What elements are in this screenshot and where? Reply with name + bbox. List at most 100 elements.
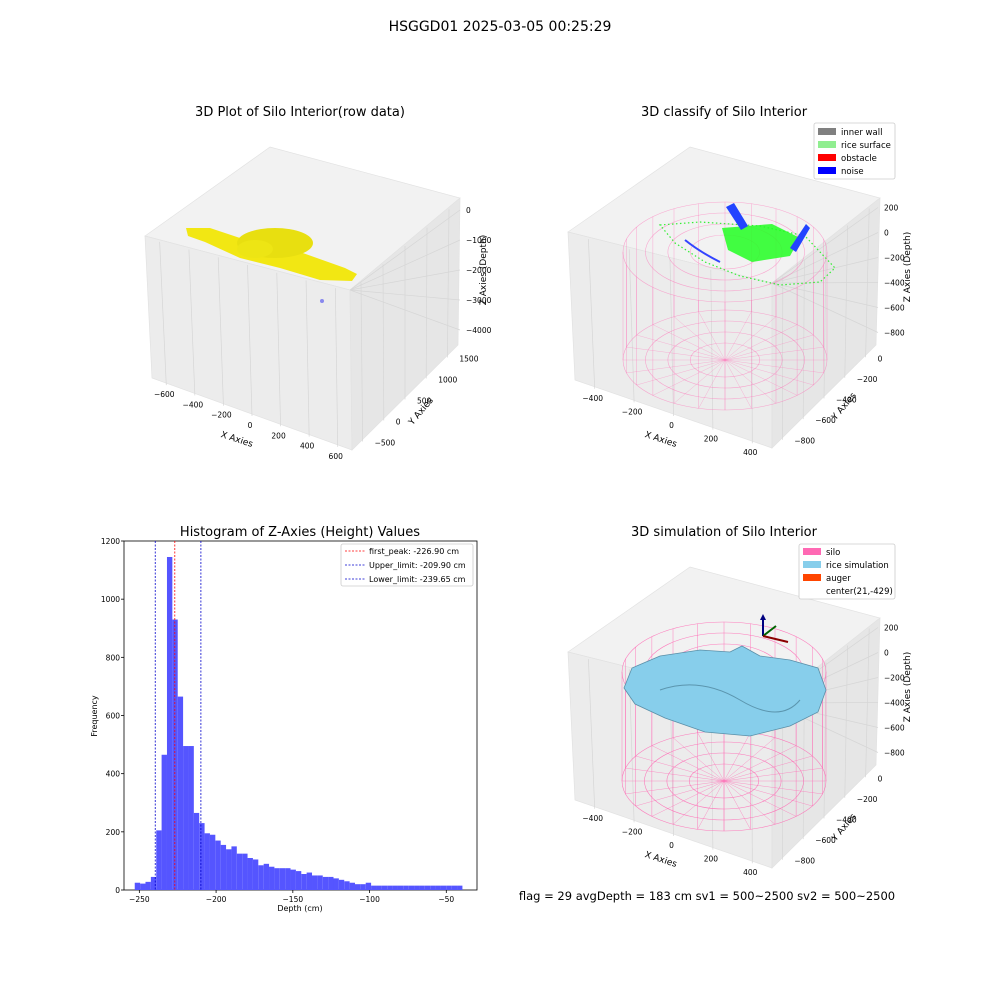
histogram-bar [451, 885, 458, 890]
histogram-bar [333, 878, 339, 890]
raw-ygrid-line [425, 227, 428, 379]
classify-ztick-label: −800 [884, 329, 905, 338]
histogram-xtick-label: −150 [283, 895, 304, 904]
histogram-bar [414, 885, 420, 890]
rice-surface-dense [722, 224, 800, 262]
simulation-ztick-label: −600 [884, 724, 905, 733]
histogram-title: Histogram of Z-Axies (Height) Values [180, 525, 420, 540]
histogram-bar [408, 885, 415, 890]
simulation-ztick-label: 0 [884, 649, 889, 658]
classify-xgrid-line [588, 239, 596, 389]
raw-xgrid-line [276, 272, 281, 427]
histogram-bar [279, 868, 286, 890]
raw-point-cloud [186, 228, 357, 303]
raw-xtick-label: 400 [300, 442, 315, 451]
raw-ytick-label: 0 [396, 418, 401, 427]
legend-label-center: center(21,-429) [826, 587, 893, 597]
inner-wall-floor-spoke [724, 359, 824, 374]
inner-wall-floor-spoke [724, 334, 814, 361]
legend-swatch-rice-surface [818, 141, 836, 148]
histogram-yticks: 0 200 400 600 800 1000 1200 [101, 537, 124, 895]
histogram-bar [145, 881, 151, 890]
histogram-xtick-label: −200 [206, 895, 227, 904]
simulation-ytick-label: −600 [815, 836, 836, 845]
classify-xgrid-line [669, 259, 674, 417]
simulation-xgrid-line [588, 659, 596, 809]
panel-classify-xlabel: X Axies [643, 430, 678, 450]
classify-xtick-label: −400 [582, 394, 603, 403]
simulation-xtick-label: 200 [704, 855, 719, 864]
raw-ztick-label: −2000 [466, 266, 492, 275]
noise-points-left [726, 203, 748, 230]
raw-zgrid-line [349, 289, 461, 301]
classify-zgrid-line [771, 282, 879, 284]
silo-wireframe [621, 621, 827, 832]
histogram-bar [204, 833, 210, 890]
raw-zgrid-line [349, 209, 461, 291]
histogram-bar [424, 885, 431, 890]
inner-wall-floor-spoke [724, 359, 752, 409]
silo-floor-spoke [723, 745, 797, 782]
classify-ytick-label: 0 [878, 354, 883, 363]
panel-raw-zlabel: Z Axies (Depth) [479, 235, 489, 306]
raw-zgrid-line [349, 239, 461, 291]
panel-classify-title: 3D classify of Silo Interior [641, 105, 808, 120]
histogram-bar [242, 853, 248, 890]
classify-zgrid-line [771, 282, 879, 308]
histogram-bar [252, 859, 259, 890]
panel-classify-zlabel: Z Axies (Depth) [903, 232, 913, 303]
histogram-xlabel: Depth (cm) [277, 904, 322, 913]
legend-label-first-peak: first_peak: -226.90 cm [369, 547, 459, 556]
histogram-ytick-label: 1000 [101, 595, 120, 604]
raw-ztick-label: −1000 [466, 236, 492, 245]
histogram-bar [381, 885, 388, 890]
histogram-bar [161, 754, 167, 890]
inner-wall-floor-spoke [626, 346, 726, 361]
legend-label-inner-wall: inner wall [841, 128, 882, 138]
panel-raw-title: 3D Plot of Silo Interior(row data) [195, 105, 405, 120]
panel-simulation-3d: 3D simulation of Silo Interior −400 −200 0… [567, 525, 913, 877]
simulation-xtick-label: −400 [582, 814, 603, 823]
silo-floor-spoke [723, 780, 751, 830]
inner-wall-floor-spoke [626, 359, 726, 374]
classify-ytick-label: −600 [815, 416, 836, 425]
silo-floor-spoke [723, 780, 813, 807]
panel-simulation-xlabel: X Axies [643, 850, 678, 870]
histogram-bar [274, 868, 280, 890]
histogram-bar [403, 885, 409, 890]
raw-ygrid-line [447, 209, 450, 358]
classify-xtick-label: −200 [622, 407, 643, 416]
simulation-ztick-label: 200 [884, 624, 899, 633]
inner-wall-floor-spoke [724, 359, 814, 386]
simulation-ytick-label: −400 [836, 816, 857, 825]
legend-label-rice-surface: rice surface [841, 141, 891, 151]
classify-ygrid-line [823, 242, 827, 399]
histogram-bar [365, 882, 372, 890]
silo-floor-spoke [723, 737, 776, 782]
histogram-bar [430, 885, 436, 890]
histogram-bar [150, 876, 157, 890]
panel-classify-3d: 3D classify of Silo Interior −400 −200 0 20… [567, 105, 913, 457]
classify-ztick-label: 0 [884, 229, 889, 238]
histogram-bar [236, 853, 243, 890]
legend-swatch-noise [818, 167, 836, 174]
histogram-bar [231, 846, 237, 890]
silo-floor-spoke [635, 780, 725, 807]
raw-ytick-label: 500 [417, 397, 432, 406]
silo-floor-spoke [723, 755, 813, 782]
histogram-bar [290, 869, 296, 890]
histogram-xtick-label: −100 [359, 895, 380, 904]
status-line: flag = 29 avgDepth = 183 cm sv1 = 500~25… [519, 889, 895, 903]
histogram-bar [166, 556, 173, 890]
histogram-bar [419, 885, 425, 890]
raw-xtick-label: 600 [329, 452, 344, 461]
histogram-bar [215, 840, 221, 890]
raw-xtick-label: 0 [248, 421, 253, 430]
legend-label-silo: silo [826, 548, 840, 558]
histogram-xtick-label: −50 [438, 895, 454, 904]
classify-xtick-label: 200 [704, 435, 719, 444]
classify-ztick-label: −400 [884, 279, 905, 288]
histogram-bar [134, 882, 141, 890]
legend-swatch-inner-wall [818, 128, 836, 135]
histogram-bar [263, 863, 270, 890]
